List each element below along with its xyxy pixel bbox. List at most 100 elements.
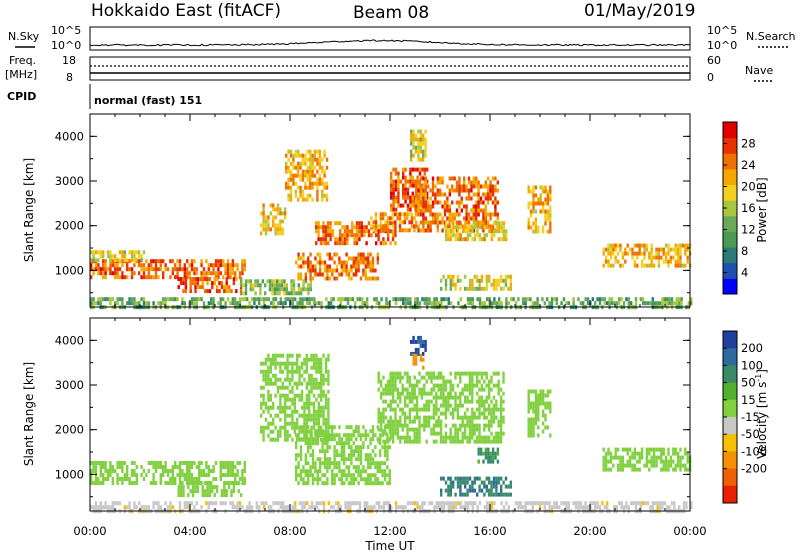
data-cell — [539, 389, 542, 394]
colorbar-swatch — [723, 417, 737, 435]
data-cell — [311, 441, 315, 446]
data-cell — [427, 371, 431, 376]
data-cell — [491, 459, 495, 464]
data-cell — [162, 473, 165, 477]
data-cell — [362, 469, 365, 474]
data-cell — [377, 379, 380, 384]
data-cell — [276, 389, 280, 394]
data-cell — [272, 361, 275, 366]
data-cell — [305, 413, 308, 418]
data-cell — [473, 233, 477, 238]
data-cell — [142, 275, 146, 280]
data-cell — [486, 297, 489, 302]
data-cell — [285, 153, 288, 158]
data-cell — [94, 263, 98, 268]
data-cell — [99, 465, 102, 469]
data-cell — [97, 250, 100, 255]
data-cell — [479, 200, 483, 205]
data-cell — [502, 221, 505, 226]
data-cell — [483, 415, 486, 420]
data-cell — [114, 469, 117, 473]
data-cell — [541, 421, 545, 426]
data-cell — [502, 431, 505, 436]
data-cell — [483, 233, 486, 238]
data-cell — [478, 423, 481, 428]
data-cell — [288, 369, 292, 374]
data-cell — [522, 505, 525, 510]
data-cell — [418, 431, 421, 436]
time-tick-labels: 00:00 04:00 08:00 12:00 16:00 20:00 00:00 — [73, 524, 706, 538]
data-cell — [106, 469, 110, 473]
data-cell — [504, 278, 508, 283]
data-cell — [424, 184, 427, 189]
data-cell — [456, 427, 460, 432]
data-cell — [304, 433, 307, 438]
data-cell — [316, 252, 319, 257]
data-cell — [489, 455, 492, 460]
data-cell — [289, 161, 293, 166]
data-cell — [314, 465, 317, 470]
data-cell — [345, 465, 348, 470]
data-cell — [426, 167, 429, 172]
data-cell — [603, 301, 606, 306]
data-cell — [318, 173, 321, 178]
data-cell — [483, 435, 486, 440]
data-cell — [123, 461, 126, 465]
data-cell — [495, 278, 498, 283]
data-cell — [420, 387, 424, 392]
data-cell — [116, 473, 119, 477]
data-cell — [437, 387, 440, 392]
data-cell — [415, 192, 418, 197]
data-cell — [427, 407, 431, 412]
data-cell — [333, 437, 336, 442]
data-cell — [679, 251, 682, 256]
data-cell — [279, 223, 282, 228]
data-cell — [92, 250, 95, 255]
data-cell — [495, 403, 498, 408]
data-cell — [260, 223, 263, 228]
data-cell — [411, 439, 414, 444]
data-cell — [381, 481, 384, 486]
data-cell — [457, 301, 460, 306]
data-cell — [628, 247, 632, 252]
data-cell — [262, 373, 265, 378]
data-cell — [415, 439, 419, 444]
data-cell — [264, 381, 268, 386]
data-cell — [454, 492, 457, 497]
data-cell — [475, 220, 478, 225]
data-cell — [178, 465, 182, 469]
data-cell — [598, 505, 602, 510]
data-cell — [690, 297, 693, 302]
data-cell — [487, 403, 491, 408]
data-cell — [118, 267, 122, 272]
data-cell — [447, 233, 450, 238]
data-cell — [317, 357, 320, 362]
data-cell — [423, 419, 426, 424]
data-cell — [426, 191, 429, 196]
data-cell — [422, 200, 425, 205]
data-cell — [406, 379, 409, 384]
data-cell — [176, 473, 179, 477]
data-cell — [243, 297, 246, 302]
data-cell — [448, 188, 451, 193]
data-cell — [267, 377, 270, 382]
data-cell — [355, 221, 359, 226]
data-cell — [440, 301, 443, 306]
data-cell — [384, 391, 388, 396]
data-cell — [454, 237, 457, 242]
data-cell — [109, 473, 112, 477]
colorbar-swatch — [723, 247, 737, 264]
data-cell — [483, 407, 486, 412]
data-cell — [138, 254, 141, 259]
data-cell — [484, 208, 487, 213]
data-cell — [444, 439, 448, 444]
data-cell — [628, 459, 632, 464]
data-cell — [295, 441, 298, 446]
data-cell — [408, 220, 411, 225]
data-cell — [104, 297, 107, 302]
data-cell — [346, 301, 350, 306]
data-cell — [314, 441, 317, 446]
data-cell — [333, 477, 336, 482]
data-cell — [350, 477, 353, 482]
data-cell — [321, 445, 324, 450]
